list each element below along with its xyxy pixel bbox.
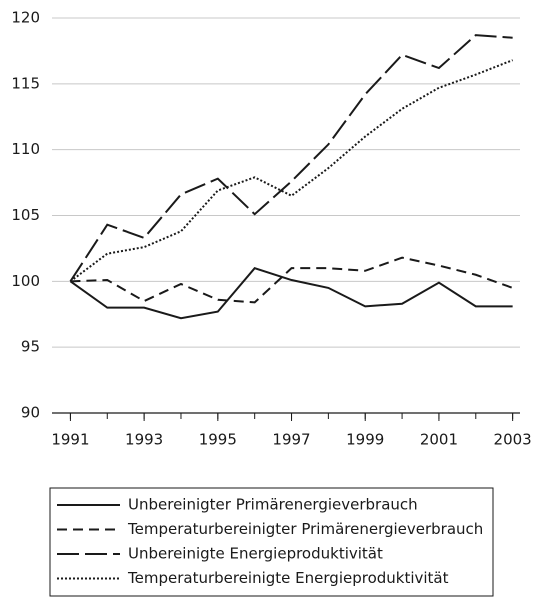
y-tick-label: 90: [21, 404, 40, 422]
x-tick-label: 1991: [51, 431, 89, 449]
series-line: [70, 256, 513, 304]
y-tick-label: 110: [11, 140, 40, 158]
legend-label: Unbereinigter Primärenergieverbrauch: [128, 496, 418, 514]
legend-label: Temperaturbereinigter Primärenergieverbr…: [127, 520, 483, 538]
series-line: [69, 34, 513, 282]
y-tick-label: 105: [11, 206, 40, 224]
series-line: [69, 267, 513, 320]
legend-label: Temperaturbereinigte Energieproduktivitä…: [127, 569, 449, 587]
y-tick-label: 95: [21, 338, 40, 356]
x-tick-label: 1999: [346, 431, 384, 449]
x-tick-label: 1995: [199, 431, 237, 449]
series-line: [69, 59, 513, 283]
legend-box: [49, 487, 494, 597]
x-tick-label: 1993: [125, 431, 163, 449]
x-tick-label: 1997: [272, 431, 310, 449]
y-tick-label: 120: [11, 9, 40, 27]
x-tick-label: 2003: [494, 431, 532, 449]
x-tick-label: 2001: [420, 431, 458, 449]
y-tick-label: 100: [11, 272, 40, 290]
y-tick-label: 115: [11, 74, 40, 92]
legend-label: Unbereinigte Energieproduktivität: [128, 545, 383, 563]
